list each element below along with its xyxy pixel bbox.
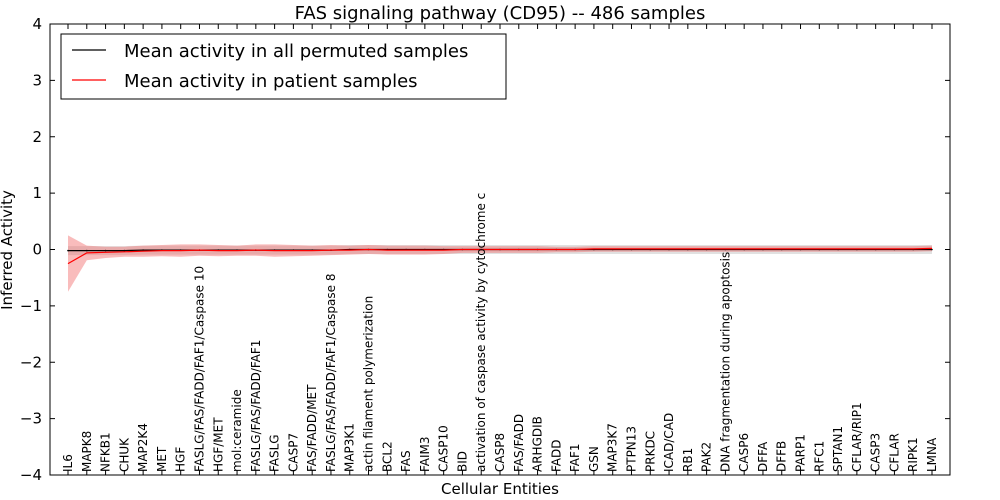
category-label: actin filament polymerization — [362, 296, 376, 472]
axis-ticks: −4 −3 −2 −1 0 1 2 3 4 — [20, 15, 950, 484]
y-tick-label: 4 — [32, 15, 42, 33]
category-label: NFKB1 — [99, 432, 113, 472]
series-lines — [67, 247, 933, 265]
category-label: CASP3 — [869, 433, 883, 472]
category-label: activation of caspase activity by cytoch… — [474, 193, 488, 472]
category-label: FASLG — [268, 434, 282, 472]
y-tick-label: 2 — [32, 128, 42, 146]
y-tick-label: −4 — [20, 466, 42, 484]
category-label: CASP8 — [493, 433, 507, 472]
category-label: FAF1 — [568, 443, 582, 472]
y-tick-label: 0 — [32, 241, 42, 259]
category-label: PARP1 — [794, 434, 808, 472]
category-label: PTPN13 — [625, 426, 639, 472]
category-label: mol:ceramide — [230, 389, 244, 472]
line-patient — [67, 247, 933, 265]
y-tick-label: 3 — [32, 71, 42, 89]
category-label: MAP2K4 — [136, 423, 150, 472]
category-label: ARHGDIB — [531, 416, 545, 472]
category-label: MET — [155, 446, 169, 472]
category-label: FAS/FADD — [512, 414, 526, 472]
category-label: GSN — [587, 446, 601, 472]
category-label: MAPK8 — [80, 431, 94, 472]
category-labels: IL6 MAPK8 NFKB1 CHUK MAP2K4 MET HGF FASLG/FAS/F… — [61, 193, 939, 472]
y-axis-label: Inferred Activity — [0, 190, 16, 310]
category-label: RFC1 — [812, 441, 826, 472]
category-label: MAP3K7 — [606, 423, 620, 472]
category-label: PAK2 — [700, 442, 714, 472]
legend: Mean activity in all permuted samples Me… — [60, 33, 507, 100]
y-tick-label: −3 — [20, 410, 42, 428]
y-tick-label: −1 — [20, 297, 42, 315]
category-label: ICAD/CAD — [662, 413, 676, 472]
category-label: FASLG/FAS/FADD/FAF1/Caspase 10 — [193, 266, 207, 472]
category-label: MAP3K1 — [343, 423, 357, 472]
point-permuted — [104, 249, 107, 252]
category-label: FAS — [399, 450, 413, 472]
y-tick-label: −2 — [20, 353, 42, 371]
category-label: CFLAR/RIP1 — [850, 402, 864, 472]
category-label: BCL2 — [380, 441, 394, 472]
category-label: FAS/FADD/MET — [305, 384, 319, 472]
category-label: DFFB — [775, 441, 789, 472]
category-label: DFFA — [756, 441, 770, 472]
legend-box — [60, 33, 507, 100]
point-permuted — [86, 249, 88, 252]
category-label: HGF — [174, 447, 188, 472]
y-tick-label: 1 — [32, 184, 42, 202]
point-permuted — [67, 249, 69, 252]
plot-frame — [49, 23, 951, 476]
category-label: LMNA — [925, 437, 939, 472]
point-permuted — [123, 249, 126, 252]
category-label: RB1 — [681, 448, 695, 472]
category-label: FASLG/FAS/FADD/FAF1 — [249, 340, 263, 472]
legend-label-permuted: Mean activity in all permuted samples — [124, 41, 468, 62]
x-axis-label: Cellular Entities — [441, 480, 559, 498]
category-label: CFLAR — [887, 433, 901, 472]
category-label: DNA fragmentation during apoptosis — [718, 252, 732, 472]
category-label: CASP10 — [437, 425, 451, 472]
category-label: HGF/MET — [211, 417, 225, 472]
category-label: FAIM3 — [418, 436, 432, 472]
category-label: IL6 — [61, 454, 75, 472]
chart-title: FAS signaling pathway (CD95) -- 486 samp… — [295, 3, 706, 24]
category-label: CASP7 — [286, 433, 300, 472]
category-label: SPTAN1 — [831, 426, 845, 472]
category-label: FADD — [549, 440, 563, 473]
legend-label-patient: Mean activity in patient samples — [124, 71, 418, 92]
category-label: CASP6 — [737, 433, 751, 472]
category-label: BID — [455, 451, 469, 472]
category-label: PRKDC — [643, 431, 657, 472]
category-label: CHUK — [117, 437, 131, 472]
category-label: FASLG/FAS/FADD/FAF1/Caspase 8 — [324, 274, 338, 473]
category-label: RIPK1 — [906, 437, 920, 472]
point-permuted — [931, 248, 933, 251]
point-permuted — [142, 249, 144, 251]
